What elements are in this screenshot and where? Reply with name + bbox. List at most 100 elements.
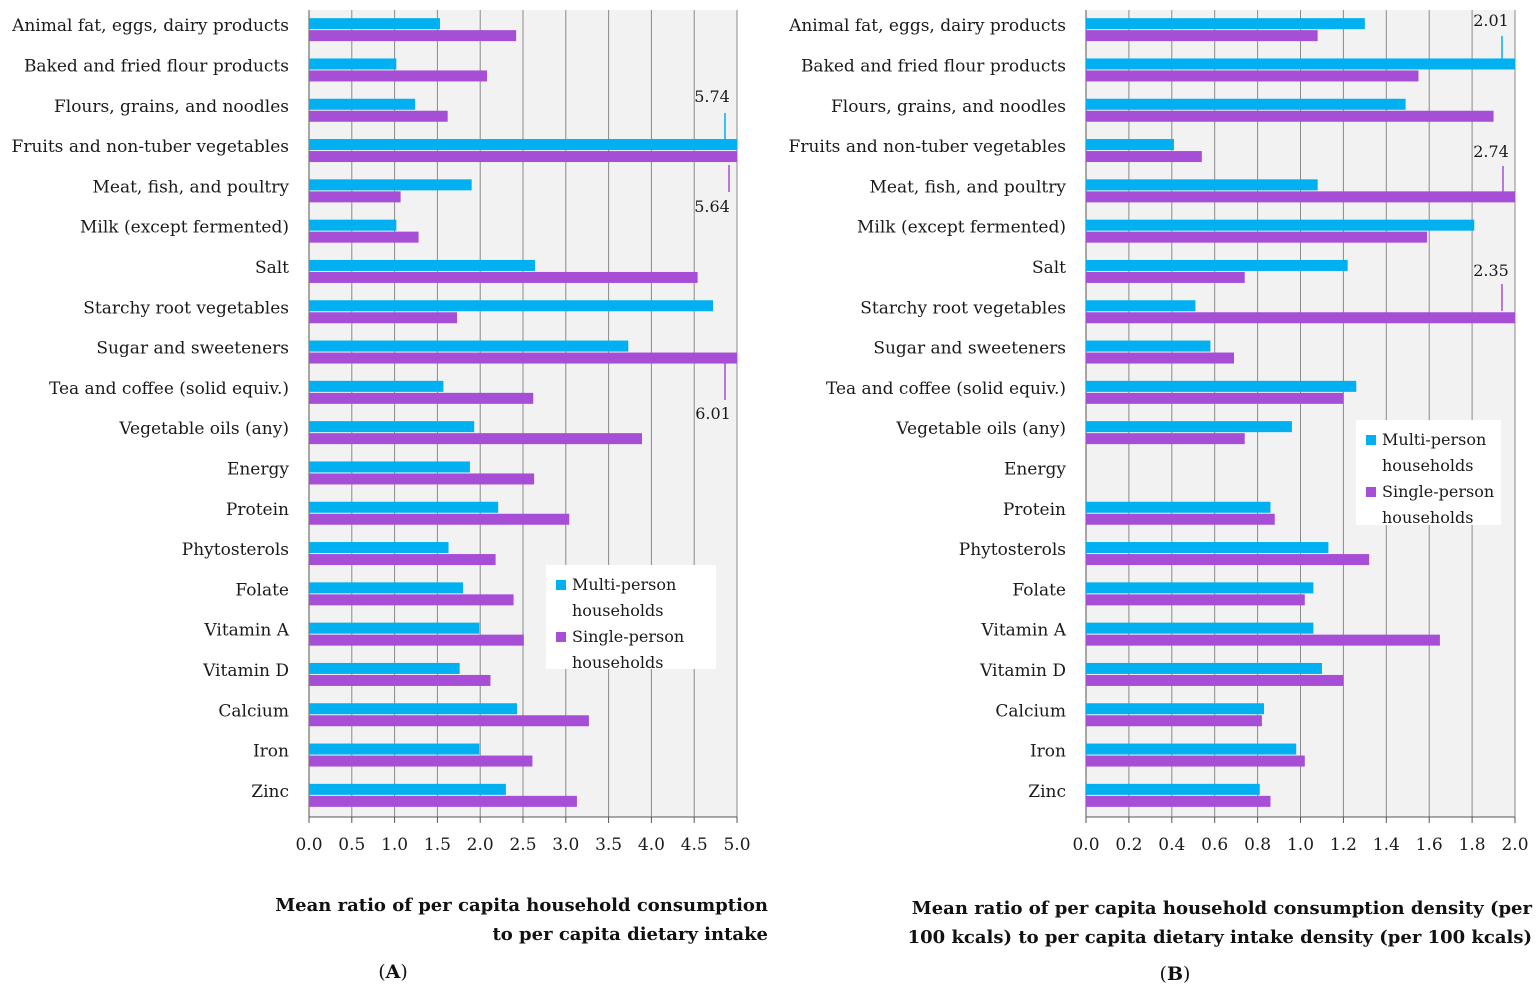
category-label: Folate: [1012, 580, 1066, 600]
bar-multi-person: [309, 582, 464, 594]
chart-panel-a: 0.0 0.5 1.0 1.5 2.0 2.5 3.0 3.5 4.0 4.5 5.0 Animal …: [11, 10, 768, 983]
x-axis-title: 100 kcals) to per capita dietary intake …: [908, 927, 1532, 948]
category-label: Fruits and non-tuber vegetables: [12, 137, 289, 157]
x-tick-label: 2.0: [467, 835, 494, 855]
bar-single-person: [1086, 554, 1370, 566]
category-label: Protein: [1003, 500, 1066, 520]
bar-multi-person: [309, 179, 472, 191]
bar-single-person: [309, 30, 517, 42]
bar-single-person: [309, 110, 448, 122]
x-tick-label: 1.4: [1373, 835, 1400, 855]
value-annotation: 5.74: [694, 87, 730, 106]
category-label: Sugar and sweeteners: [873, 339, 1066, 359]
x-tick-label: 0.0: [1072, 835, 1099, 855]
bar-single-person: [309, 191, 401, 203]
bar-single-person: [1086, 191, 1515, 203]
bar-single-person: [309, 634, 524, 646]
panel-label: (B): [1160, 963, 1191, 985]
category-label: Animal fat, eggs, dairy products: [11, 16, 289, 36]
x-tick-label: 1.8: [1459, 835, 1486, 855]
category-label: Baked and fried flour products: [801, 56, 1066, 76]
legend-label: Multi-person: [572, 575, 676, 594]
category-label: Milk (except fermented): [80, 218, 289, 238]
legend: Multi-person households Single-person house…: [546, 565, 716, 672]
bar-single-person: [1086, 634, 1440, 646]
bar-multi-person: [1086, 300, 1196, 312]
bar-single-person: [1086, 231, 1428, 243]
bar-single-person: [309, 433, 642, 445]
bar-multi-person: [1086, 340, 1211, 352]
bar-multi-person: [309, 219, 397, 231]
x-tick-label: 0.5: [338, 835, 365, 855]
bar-multi-person: [1086, 783, 1260, 795]
bar-single-person: [1086, 151, 1202, 163]
bar-multi-person: [309, 501, 499, 513]
x-tick-label: 1.6: [1416, 835, 1443, 855]
bar-multi-person: [309, 139, 737, 151]
bar-multi-person: [309, 340, 629, 352]
bar-single-person: [1086, 513, 1275, 525]
legend-swatch-single: [1366, 487, 1376, 497]
bar-multi-person: [1086, 501, 1271, 513]
x-tick-label: 2.5: [509, 835, 536, 855]
bar-single-person: [309, 755, 533, 767]
category-label: Milk (except fermented): [857, 218, 1066, 238]
category-label: Calcium: [995, 701, 1066, 721]
bar-single-person: [1086, 271, 1245, 283]
bar-multi-person: [309, 421, 475, 433]
category-label: Flours, grains, and noodles: [54, 97, 289, 117]
legend-swatch-multi: [556, 580, 566, 590]
bar-single-person: [1086, 110, 1494, 122]
category-label: Baked and fried flour products: [24, 56, 289, 76]
bar-single-person: [1086, 755, 1305, 767]
category-label: Vitamin A: [203, 621, 289, 641]
category-label: Phytosterols: [959, 540, 1066, 560]
bar-single-person: [309, 392, 534, 404]
legend-label: Single-person: [572, 627, 684, 646]
bar-single-person: [1086, 594, 1305, 606]
bar-multi-person: [1086, 380, 1357, 392]
x-tick-label: 0.2: [1115, 835, 1142, 855]
category-label: Zinc: [1028, 782, 1066, 802]
bar-multi-person: [309, 743, 480, 755]
category-label: Sugar and sweeteners: [96, 339, 289, 359]
bar-multi-person: [309, 18, 440, 30]
category-label: Vitamin D: [979, 661, 1066, 681]
bar-single-person: [309, 513, 570, 525]
legend-box: [546, 565, 716, 669]
value-annotation: 5.64: [694, 197, 730, 216]
category-label: Starchy root vegetables: [860, 298, 1066, 318]
category-label: Folate: [235, 580, 289, 600]
bar-single-person: [309, 473, 535, 485]
bar-multi-person: [1086, 622, 1314, 634]
x-tick-label: 0.4: [1158, 835, 1185, 855]
bar-multi-person: [1086, 703, 1265, 715]
category-label: Calcium: [218, 701, 289, 721]
legend-swatch-single: [556, 632, 566, 642]
x-tick-label: 5.0: [723, 835, 750, 855]
bar-single-person: [309, 674, 491, 686]
x-tick-label: 1.0: [1287, 835, 1314, 855]
x-tick-label: 0.8: [1244, 835, 1271, 855]
bar-single-person: [1086, 795, 1271, 807]
x-tick-label: 3.5: [595, 835, 622, 855]
category-label: Vitamin D: [202, 661, 289, 681]
x-tick-label: 3.0: [552, 835, 579, 855]
bar-single-person: [309, 594, 514, 606]
category-label: Iron: [253, 742, 289, 762]
category-label: Vegetable oils (any): [895, 419, 1066, 439]
bar-single-person: [309, 151, 737, 163]
category-label: Salt: [1032, 258, 1066, 278]
bar-single-person: [309, 312, 458, 324]
x-tick-label: 2.0: [1501, 835, 1528, 855]
bar-multi-person: [309, 58, 397, 70]
legend-swatch-multi: [1366, 435, 1376, 445]
bar-multi-person: [1086, 179, 1318, 191]
bar-single-person: [1086, 715, 1262, 727]
value-annotation: 2.01: [1473, 11, 1509, 30]
bar-multi-person: [1086, 662, 1322, 674]
x-tick-label: 4.0: [638, 835, 665, 855]
legend-label: households: [1382, 508, 1473, 527]
category-label: Flours, grains, and noodles: [831, 97, 1066, 117]
